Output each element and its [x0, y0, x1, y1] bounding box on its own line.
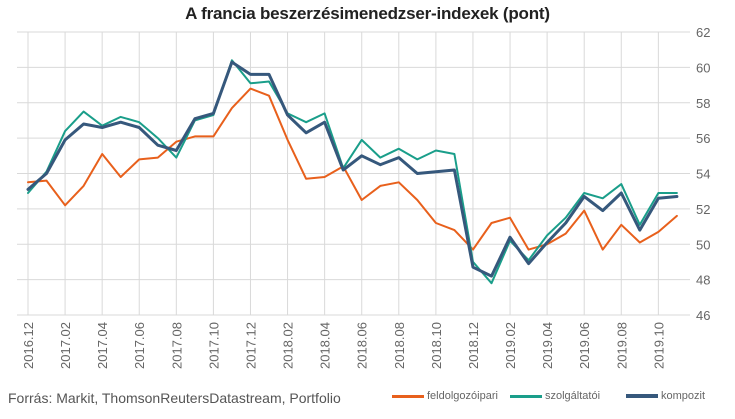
x-tick-label: 2018.12: [466, 322, 481, 369]
x-tick-label: 2019.02: [503, 322, 518, 369]
y-tick-label: 62: [696, 25, 710, 40]
x-tick-label: 2017.04: [95, 322, 110, 369]
series-line-szolgaltatoi: [27, 59, 678, 285]
x-tick-label: 2017.08: [169, 322, 184, 369]
source-note: Forrás: Markit, ThomsonReutersDatastream…: [8, 390, 341, 406]
x-tick-label: 2018.10: [429, 322, 444, 369]
y-tick-label: 58: [696, 96, 710, 111]
legend-swatch-feldolgozoipari: [392, 394, 424, 398]
x-tick-label: 2018.06: [355, 322, 370, 369]
legend-swatch-kompozit: [626, 394, 658, 398]
grid-lines: [17, 31, 690, 316]
series-line-feldolgozoipari: [27, 87, 678, 251]
legend-item-kompozit: kompozit: [626, 390, 705, 402]
x-tick-label: 2017.06: [132, 322, 147, 369]
x-tick-label: 2018.02: [281, 322, 296, 369]
legend-label-szolgaltatoi: szolgáltatói: [545, 390, 601, 402]
series-line-kompozit: [26, 60, 679, 278]
chart-title: A francia beszerzésimenedzser-indexek (p…: [185, 4, 550, 23]
legend-swatch-szolgaltatoi: [510, 394, 542, 398]
x-tick-label: 2019.06: [577, 322, 592, 369]
legend-label-kompozit: kompozit: [661, 390, 706, 402]
x-tick-label: 2019.04: [540, 322, 555, 369]
x-tick-label: 2017.12: [243, 322, 258, 369]
y-tick-label: 56: [696, 131, 710, 146]
legend-item-feldolgozoipari: feldolgozóipari: [392, 390, 498, 402]
x-axis-ticks: 2016.12 2017.02 2017.04 2017.06 2017.08 2017.…: [21, 322, 666, 369]
series-lines: [26, 59, 679, 285]
y-tick-label: 52: [696, 202, 710, 217]
x-tick-label: 2017.10: [206, 322, 221, 369]
y-tick-label: 48: [696, 273, 710, 288]
y-tick-label: 54: [696, 167, 710, 182]
x-tick-label: 2017.02: [58, 322, 73, 369]
y-tick-label: 50: [696, 237, 710, 252]
legend-item-szolgaltatoi: szolgáltatói: [510, 390, 600, 402]
y-tick-label: 60: [696, 60, 710, 75]
x-tick-label: 2018.08: [392, 322, 407, 369]
legend-label-feldolgozoipari: feldolgozóipari: [427, 390, 498, 402]
x-tick-label: 2019.10: [651, 322, 666, 369]
x-tick-label: 2019.08: [614, 322, 629, 369]
x-tick-label: 2016.12: [21, 322, 36, 369]
y-axis-ticks: 46 48 50 52 54 56 58 60 62: [696, 25, 710, 323]
y-tick-label: 46: [696, 308, 710, 323]
x-tick-label: 2018.04: [318, 322, 333, 369]
